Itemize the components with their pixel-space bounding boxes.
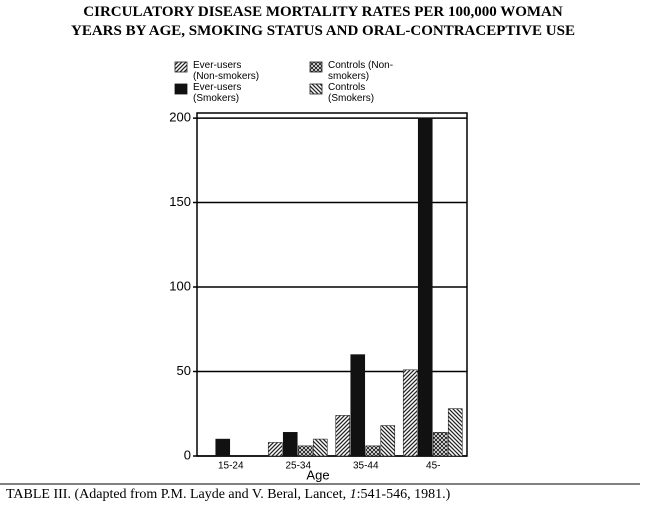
caption-text: TABLE III. (Adapted from P.M. Layde and … [6, 487, 350, 502]
legend-label: Controls (Non-smokers) [328, 60, 394, 82]
x-tick-label: 25-34 [285, 461, 311, 472]
y-tick-label: 150 [169, 194, 191, 209]
caption-volume: 1 [349, 487, 357, 502]
y-tick-label: 200 [169, 110, 191, 125]
x-tick-label: 35-44 [353, 461, 379, 472]
caption: TABLE III. (Adapted from P.M. Layde and … [6, 487, 450, 503]
chart: 0 50 100 150 200 15-24 25-34 35-44 45- Age [0, 61, 640, 485]
bar [432, 432, 448, 457]
bar [297, 445, 313, 457]
bar [282, 432, 298, 457]
title-line: CIRCULATORY DISEASE MORTALITY RATES PER … [83, 4, 563, 20]
y-tick-label: 100 [169, 278, 191, 293]
bar [365, 445, 381, 457]
bar [267, 442, 283, 457]
legend-swatch [174, 61, 188, 73]
legend-label: Ever-users (Non-smokers) [193, 60, 260, 82]
x-tick-label: 45- [426, 461, 440, 472]
bar [335, 415, 351, 457]
bar [402, 369, 418, 457]
bar [447, 408, 463, 457]
bar [312, 438, 328, 457]
y-tick-label: 50 [177, 363, 191, 378]
caption-text: :541-546, 1981.) [356, 487, 451, 502]
legend-label: Ever-users (Smokers) [193, 82, 242, 104]
x-tick-label: 15-24 [218, 461, 244, 472]
x-axis-label: Age [306, 467, 329, 482]
legend-label: Controls (Smokers) [328, 82, 375, 104]
bar [417, 117, 433, 457]
bar [350, 354, 366, 457]
legend-swatch [309, 83, 323, 95]
legend-swatch [309, 61, 323, 73]
legend-swatch [174, 83, 188, 95]
bar [380, 425, 396, 457]
y-tick-label: 0 [184, 447, 191, 462]
bar [215, 438, 231, 457]
title-line: YEARS BY AGE, SMOKING STATUS AND ORAL-CO… [71, 23, 575, 39]
